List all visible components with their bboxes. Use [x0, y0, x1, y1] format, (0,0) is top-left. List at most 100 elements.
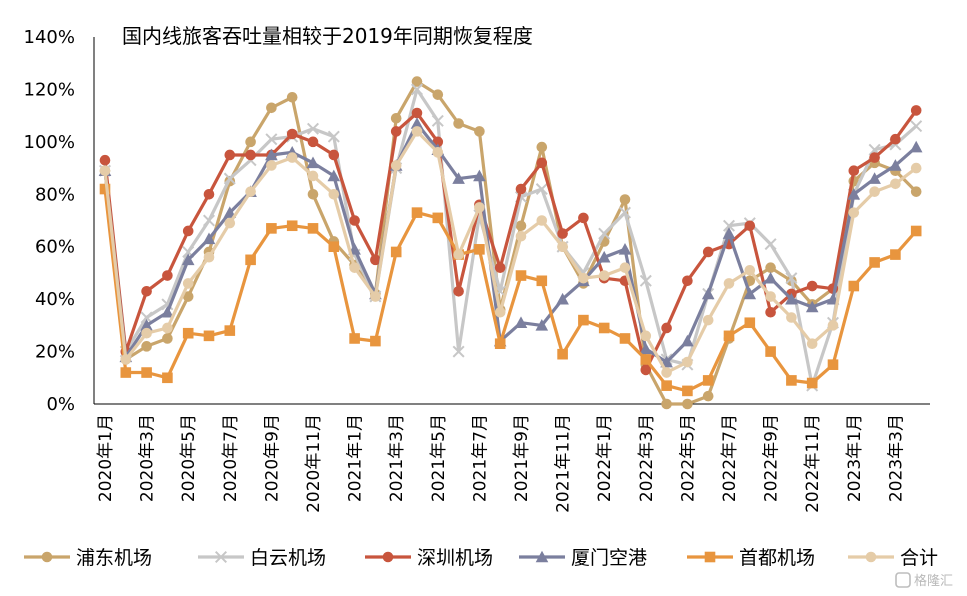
series-line — [103, 188, 918, 393]
y-tick-label: 100% — [24, 132, 75, 153]
x-tick-label: 2021年7月 — [470, 414, 490, 502]
x-tick-label: 2022年9月 — [762, 414, 782, 502]
x-tick-label: 2020年5月 — [179, 414, 199, 502]
data-point — [515, 183, 527, 195]
data-point — [805, 300, 819, 313]
x-tick-label: 2023年3月 — [886, 414, 906, 502]
data-point — [224, 325, 236, 336]
data-point — [182, 327, 194, 339]
data-point — [203, 188, 215, 200]
data-point — [640, 364, 652, 376]
data-point — [910, 186, 922, 197]
data-point — [432, 89, 444, 100]
x-tick-label: 2021年11月 — [554, 414, 574, 513]
data-point — [848, 207, 860, 218]
data-point — [328, 149, 340, 161]
data-point — [411, 107, 423, 119]
data-point — [704, 551, 716, 563]
data-point — [765, 306, 776, 318]
data-point — [390, 160, 402, 171]
data-point — [494, 338, 506, 350]
x-tick-label: 2020年9月 — [262, 414, 282, 502]
data-point — [578, 314, 589, 326]
data-point — [702, 246, 714, 258]
data-point — [702, 314, 714, 326]
x-tick-label: 2021年1月 — [346, 414, 366, 502]
data-point — [223, 206, 237, 218]
data-point — [806, 338, 818, 350]
data-point — [535, 183, 548, 196]
data-point — [702, 390, 714, 402]
data-point — [661, 322, 672, 334]
data-point — [245, 136, 256, 148]
data-point — [203, 251, 215, 263]
data-point — [245, 254, 256, 266]
data-point — [639, 342, 653, 355]
data-point — [432, 147, 444, 158]
data-point — [390, 246, 402, 258]
data-point — [618, 206, 632, 219]
data-point — [640, 354, 652, 365]
data-point — [557, 241, 568, 253]
data-point — [307, 188, 319, 200]
data-point — [910, 105, 922, 116]
data-point — [245, 186, 256, 197]
data-point — [410, 117, 424, 129]
data-point — [266, 160, 277, 171]
data-point — [910, 162, 922, 174]
data-point — [536, 141, 548, 153]
data-point — [661, 398, 672, 410]
legend-item: 白云机场 — [198, 547, 326, 569]
y-tick-label: 0% — [46, 394, 75, 415]
data-point — [202, 232, 216, 245]
data-point — [474, 244, 485, 255]
y-tick-label: 40% — [35, 289, 75, 310]
data-point — [536, 215, 548, 226]
series-6 — [99, 126, 922, 378]
data-point — [99, 154, 111, 166]
data-point — [141, 285, 152, 297]
data-point — [432, 212, 444, 224]
data-point — [598, 227, 611, 240]
data-point — [515, 230, 527, 242]
data-point — [682, 356, 693, 368]
watermark: 格隆汇 — [895, 572, 953, 589]
data-point — [869, 186, 880, 197]
x-tick-label: 2020年1月 — [96, 414, 116, 502]
data-point — [431, 114, 444, 127]
data-point — [909, 140, 923, 153]
data-point — [370, 254, 381, 266]
data-point — [286, 128, 298, 140]
x-tick-label: 2022年3月 — [637, 414, 657, 502]
data-point — [162, 333, 173, 344]
data-point — [349, 333, 360, 344]
data-point — [682, 275, 693, 287]
data-point — [682, 398, 693, 410]
data-point — [597, 250, 611, 263]
data-point — [536, 275, 548, 287]
data-point — [557, 228, 568, 239]
data-point — [411, 207, 423, 218]
data-point — [515, 220, 527, 232]
data-point — [848, 280, 860, 292]
data-point — [390, 112, 402, 124]
data-point — [99, 165, 111, 176]
legend-item: 首都机场 — [687, 547, 815, 569]
data-point — [162, 270, 173, 281]
x-tick-label: 2020年7月 — [221, 414, 241, 502]
data-point — [661, 367, 672, 378]
data-point — [869, 152, 880, 163]
data-point — [411, 126, 423, 137]
data-point — [598, 322, 610, 334]
data-point — [890, 178, 901, 190]
x-tick-label: 2021年9月 — [512, 414, 532, 502]
data-point — [618, 243, 632, 255]
data-point — [765, 262, 776, 273]
data-point — [140, 319, 153, 331]
data-point — [161, 305, 174, 318]
data-point — [266, 223, 277, 234]
data-point — [619, 333, 631, 344]
legend-item: 浦东机场 — [24, 547, 152, 569]
data-point — [598, 270, 610, 281]
